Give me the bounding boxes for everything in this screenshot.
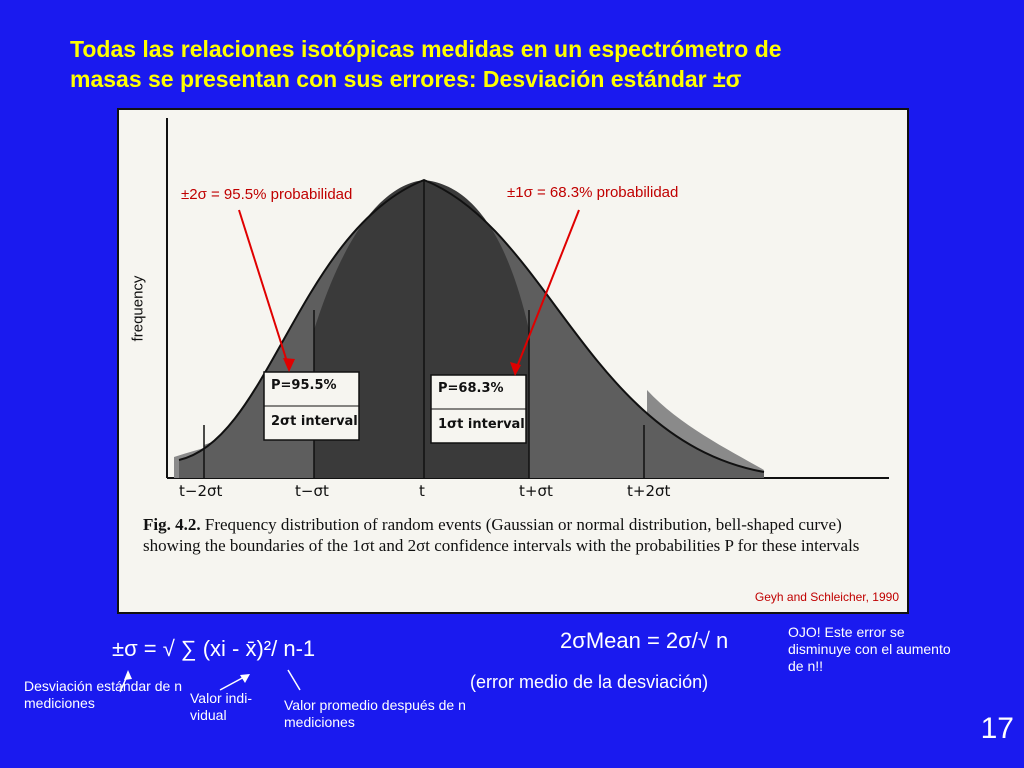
arrow-right [514, 209, 580, 373]
title-line-2: masas se presentan con sus errores: Desv… [70, 66, 742, 92]
annotation-2sigma: ±2σ = 95.5% probabilidad [181, 186, 353, 203]
formula-std-dev: ±σ = √ ∑ (xi - x̄)²/ n-1 [112, 636, 316, 661]
tick-mean: t [419, 482, 425, 500]
figure-caption: Fig. 4.2. Frequency distribution of rand… [143, 514, 903, 556]
note-error: OJO! Este error se disminuye con el aume… [788, 624, 951, 674]
box-right-line1: P=68.3% [438, 381, 504, 396]
figure-source: Geyh and Schleicher, 1990 [754, 590, 899, 604]
label-std-dev: Desviación estándar de n mediciones [24, 678, 182, 711]
label-individual-value: Valor indi- vidual [190, 690, 252, 723]
tick-plus-1sigma: t+σt [519, 482, 553, 500]
box-right-line2: 1σt interval [438, 417, 525, 432]
gaussian-figure: ±2σ = 95.5% probabilidad ±1σ = 68.3% pro… [117, 108, 909, 614]
tick-minus-1sigma: t−σt [295, 482, 329, 500]
slide-title: Todas las relaciones isotópicas medidas … [70, 34, 970, 94]
tick-minus-2sigma: t−2σt [179, 482, 223, 500]
arrow-left [238, 209, 290, 369]
caption-text: Frequency distribution of random events … [143, 515, 860, 555]
page-number: 17 [980, 712, 1014, 745]
title-line-1: Todas las relaciones isotópicas medidas … [70, 36, 782, 62]
box-left-line2: 2σt interval [271, 414, 358, 429]
formula-mean-error-desc: (error medio de la desviación) [470, 672, 709, 692]
caption-label: Fig. 4.2. [143, 515, 201, 534]
box-left-line1: P=95.5% [271, 378, 337, 393]
formula-mean-error: 2σMean = 2σ/√ n [560, 628, 729, 653]
annotation-1sigma: ±1σ = 68.3% probabilidad [507, 184, 679, 201]
label-mean-value: Valor promedio después de n mediciones [284, 697, 466, 730]
tick-plus-2sigma: t+2σt [627, 482, 671, 500]
gaussian-plot [166, 118, 889, 479]
